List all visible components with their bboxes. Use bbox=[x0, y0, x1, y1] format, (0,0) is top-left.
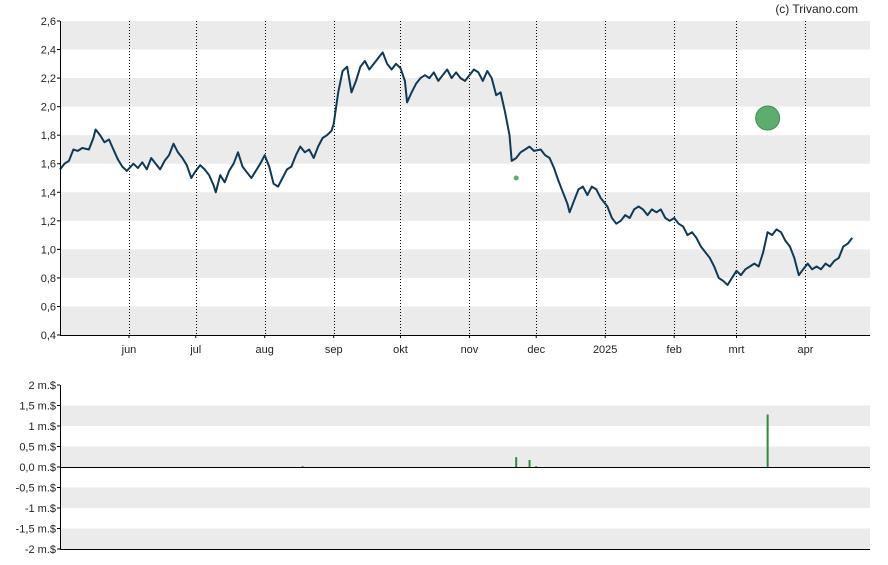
price-y-tick-label: 2,0 bbox=[41, 102, 56, 114]
price-x-tick-label: feb bbox=[667, 344, 682, 356]
price-x-tick-label: nov bbox=[461, 344, 479, 356]
volume-bar bbox=[766, 414, 769, 467]
volume-y-tick-label: -1,5 m.$ bbox=[16, 524, 56, 536]
price-y-tick-label: 1,8 bbox=[41, 130, 56, 142]
price-y-tick-label: 0,4 bbox=[41, 330, 56, 342]
volume-band bbox=[60, 487, 870, 508]
price-band bbox=[60, 249, 870, 278]
volume-y-tick-label: 0,5 m.$ bbox=[19, 442, 56, 454]
price-y-tick-label: 2,2 bbox=[41, 73, 56, 85]
price-y-tick-label: 0,8 bbox=[41, 273, 56, 285]
volume-bar bbox=[528, 460, 531, 467]
price-x-tick-label: dec bbox=[527, 344, 545, 356]
price-y-tick-label: 0,6 bbox=[41, 301, 56, 313]
price-markers bbox=[513, 105, 781, 181]
volume-y-tick-label: 1,5 m.$ bbox=[19, 401, 56, 413]
volume-panel-frame bbox=[60, 385, 870, 550]
price-band bbox=[60, 192, 870, 221]
copyright-text: (c) Trivano.com bbox=[775, 2, 858, 16]
price-panel-bands bbox=[60, 21, 870, 335]
volume-y-tick-label: -2 m.$ bbox=[25, 544, 56, 556]
volume-panel-bands bbox=[60, 405, 870, 549]
price-x-tick-label: sep bbox=[325, 344, 343, 356]
price-y-tick-label: 1,2 bbox=[41, 216, 56, 228]
price-x-tick-label: apr bbox=[798, 344, 814, 356]
price-marker bbox=[513, 175, 519, 181]
price-x-tick-label: jun bbox=[121, 344, 137, 356]
price-panel-gridlines bbox=[129, 21, 806, 335]
price-x-tick-label: 2025 bbox=[593, 344, 617, 356]
price-series bbox=[59, 51, 853, 286]
price-y-tick-label: 1,6 bbox=[41, 159, 56, 171]
price-y-axis-labels: 0,4 0,6 0,8 1,0 1,2 1,4 1,6 1,8 2,0 2,2 2,4 2,6 bbox=[41, 16, 60, 342]
volume-bar bbox=[515, 457, 518, 467]
volume-y-tick-label: 2 m.$ bbox=[28, 380, 56, 392]
price-band bbox=[60, 78, 870, 107]
price-x-tick-label: jul bbox=[189, 344, 201, 356]
volume-y-tick-label: 0,0 m.$ bbox=[19, 462, 56, 474]
price-band bbox=[60, 306, 870, 335]
price-x-tick-label: mrt bbox=[729, 344, 745, 356]
price-x-tick-label: aug bbox=[256, 344, 274, 356]
price-band bbox=[60, 135, 870, 164]
price-line bbox=[59, 51, 853, 286]
price-y-tick-label: 1,0 bbox=[41, 244, 56, 256]
price-y-tick-label: 2,6 bbox=[41, 16, 56, 28]
price-x-axis-labels: jun jul aug sep okt nov dec 2025 feb mrt apr bbox=[121, 335, 814, 356]
volume-bars bbox=[301, 414, 769, 467]
volume-bar bbox=[535, 466, 538, 467]
volume-y-tick-label: -0,5 m.$ bbox=[16, 483, 56, 495]
volume-band bbox=[60, 446, 870, 467]
price-y-tick-label: 1,4 bbox=[41, 187, 56, 199]
price-marker bbox=[755, 105, 781, 131]
price-x-tick-label: okt bbox=[393, 344, 408, 356]
volume-y-tick-label: 1 m.$ bbox=[28, 421, 56, 433]
price-panel-frame bbox=[60, 21, 870, 336]
price-y-tick-label: 2,4 bbox=[41, 45, 56, 57]
volume-band bbox=[60, 528, 870, 549]
price-band bbox=[60, 21, 870, 50]
volume-y-tick-label: -1 m.$ bbox=[25, 503, 56, 515]
volume-bar bbox=[301, 466, 304, 467]
volume-band bbox=[60, 405, 870, 426]
volume-y-axis-labels: -2 m.$ -1,5 m.$ -1 m.$ -0,5 m.$ 0,0 m.$ 0,5 m… bbox=[16, 380, 60, 556]
